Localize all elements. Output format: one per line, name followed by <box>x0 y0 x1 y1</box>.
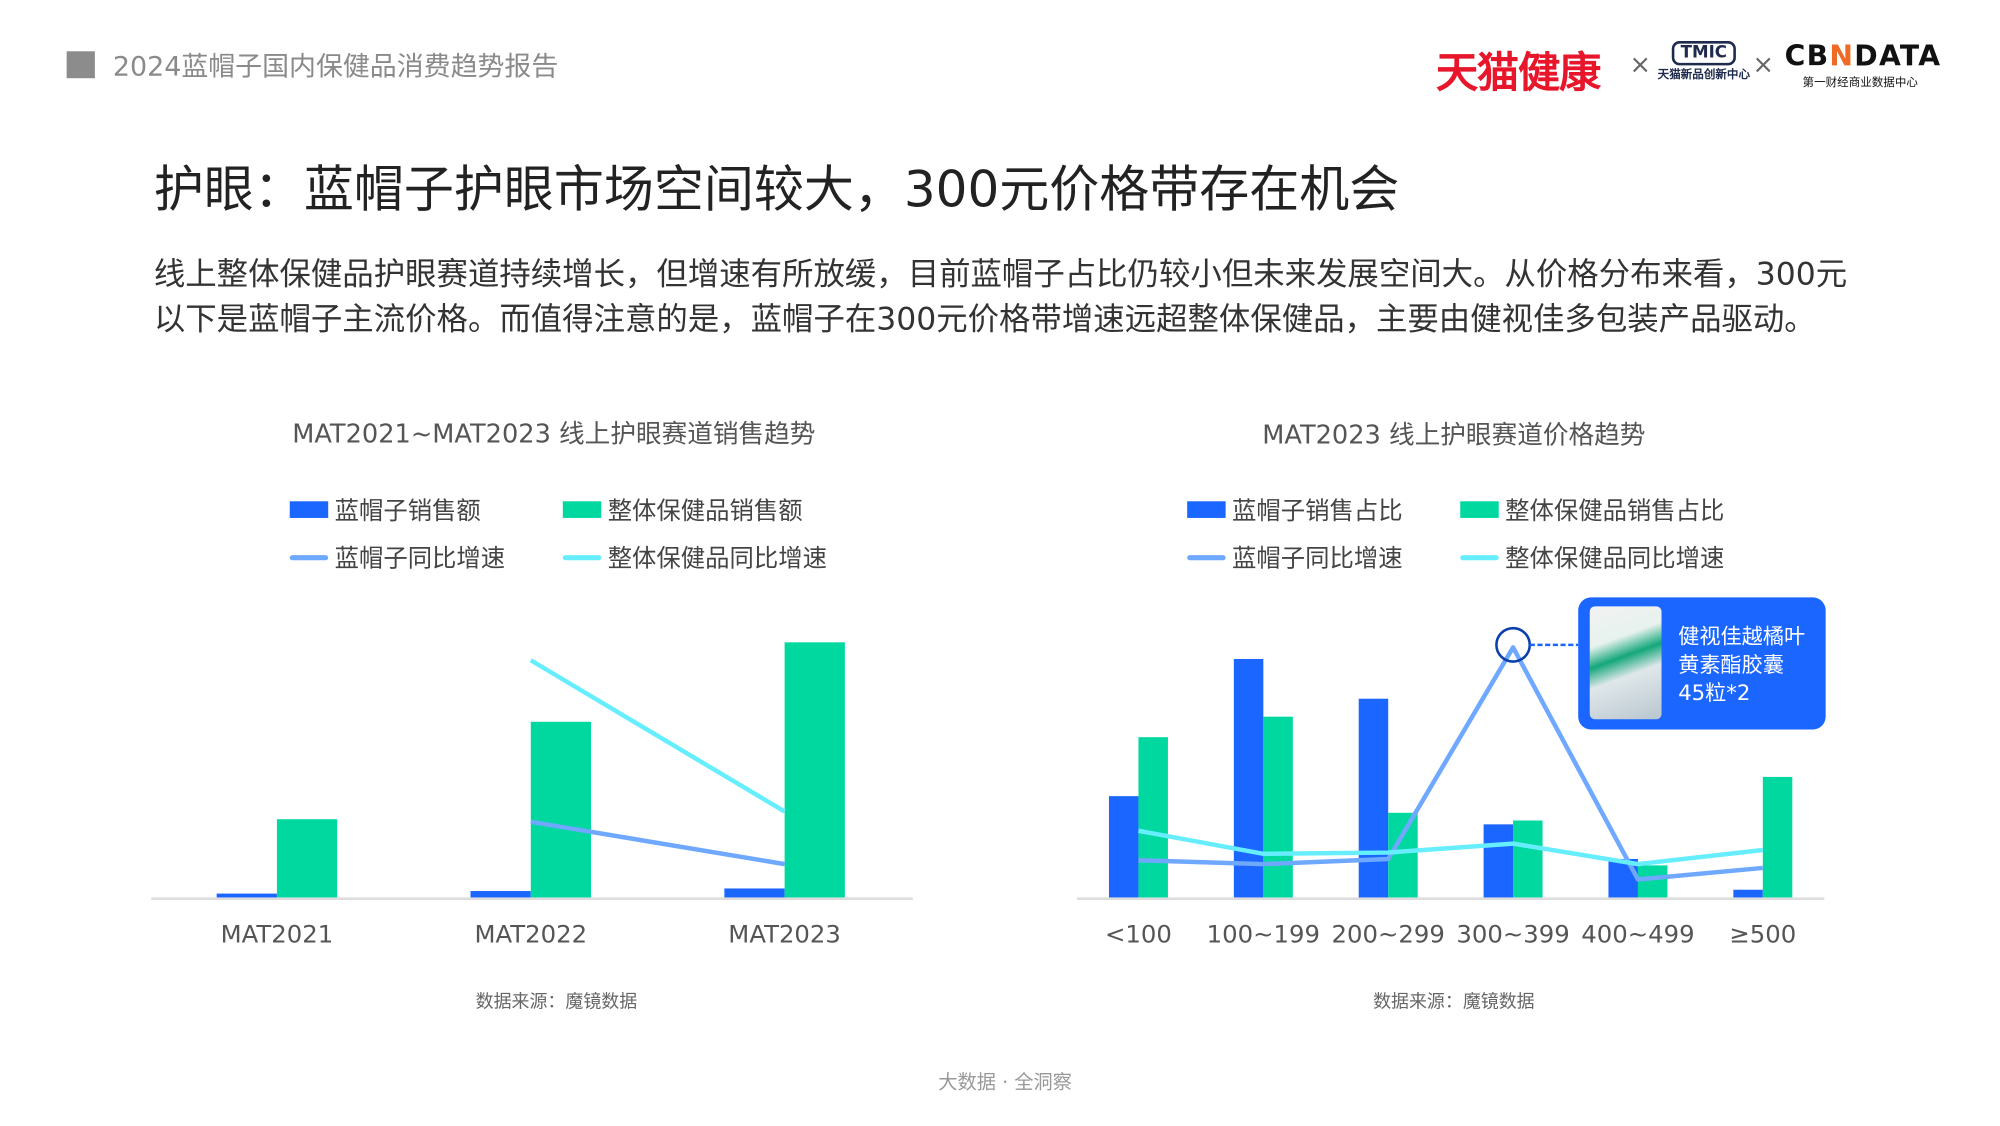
legend-label: 蓝帽子同比增速 <box>334 544 506 574</box>
x-tick-label: ≥500 <box>1729 919 1796 948</box>
bar-bluehat <box>1483 824 1514 898</box>
legend-label: 蓝帽子同比增速 <box>1232 544 1403 574</box>
x-tick-label: 400~499 <box>1581 919 1694 948</box>
bar-bluehat <box>470 891 531 898</box>
data-source: 数据来源：魔镜数据 <box>475 992 638 1013</box>
legend-item: 整体保健品同比增速 <box>562 540 827 575</box>
bar-overall <box>784 642 845 898</box>
bar-bluehat <box>1108 796 1139 898</box>
bar-overall <box>1138 737 1168 898</box>
report-title: 2024蓝帽子国内保健品消费趋势报告 <box>112 51 559 83</box>
legend-swatch <box>562 501 602 518</box>
legend-line <box>289 554 329 560</box>
summary-paragraph: 线上整体保健品护眼赛道持续增长，但增速有所放缓，目前蓝帽子占比仍较小但未来发展空… <box>153 255 1848 338</box>
legend-item: 蓝帽子同比增速 <box>1187 540 1403 575</box>
legend-label: 整体保健品销售额 <box>607 497 803 526</box>
cbn-a: CB <box>1784 41 1830 74</box>
callout-line: 健视佳越橘叶 <box>1678 624 1806 649</box>
bar-bluehat <box>1233 658 1264 898</box>
bar-overall <box>276 819 338 898</box>
x-tick-label: MAT2023 <box>728 919 841 948</box>
tmic-logo-text: TMIC <box>1671 41 1737 66</box>
line-series-overall-yoy <box>1138 828 1764 867</box>
legend-item: 整体保健品销售额 <box>562 492 803 527</box>
callout-line: 45粒*2 <box>1678 680 1751 706</box>
callout-text: 健视佳越橘叶 黄素酯胶囊 45粒*2 <box>1678 623 1805 708</box>
bar-overall <box>1637 865 1668 898</box>
legend-item: 蓝帽子销售占比 <box>1187 492 1403 527</box>
line-series-bluehat-yoy <box>1138 645 1764 882</box>
page-title: 护眼：蓝帽子护眼市场空间较大，300元价格带存在机会 <box>153 161 1400 220</box>
cbn-sub: 第一财经商业数据中心 <box>1802 76 1918 90</box>
header-square-icon <box>66 51 95 79</box>
legend-label: 整体保健品同比增速 <box>1505 544 1725 574</box>
bar-overall <box>1263 716 1293 898</box>
tmall-health-logo: 天猫健康 <box>1435 47 1601 98</box>
legend-label: 整体保健品销售占比 <box>1505 497 1725 526</box>
legend-label: 蓝帽子销售占比 <box>1232 497 1403 526</box>
line-series-bluehat-yoy <box>530 819 785 867</box>
legend-line <box>1460 554 1499 560</box>
times-icon: × <box>1629 48 1651 80</box>
tmic-logo-sub: 天猫新品创新中心 <box>1657 69 1750 83</box>
x-tick-label: 300~399 <box>1456 919 1569 948</box>
x-tick-label: <100 <box>1105 919 1172 948</box>
highlight-circle <box>1495 626 1532 663</box>
product-image <box>1589 606 1662 720</box>
line-series-overall-yoy <box>529 658 786 814</box>
footer-slogan: 大数据 · 全洞察 <box>938 1070 1072 1094</box>
bar-overall <box>1762 776 1793 898</box>
cbn-b: DATA <box>1854 41 1942 74</box>
x-tick-label: 200~299 <box>1332 919 1445 948</box>
x-tick-label: 100~199 <box>1207 919 1320 948</box>
bar-bluehat <box>724 888 785 898</box>
bar-overall <box>1513 820 1543 898</box>
x-tick-label: MAT2021 <box>221 919 334 948</box>
product-callout: 健视佳越橘叶 黄素酯胶囊 45粒*2 <box>1578 597 1826 730</box>
tmic-logo: TMIC 天猫新品创新中心 <box>1651 38 1756 82</box>
legend-swatch <box>1187 501 1226 518</box>
legend-swatch <box>289 501 329 518</box>
legend-item: 整体保健品销售占比 <box>1460 492 1724 527</box>
bar-bluehat <box>1733 889 1763 898</box>
legend-line <box>562 554 602 560</box>
callout-line: 黄素酯胶囊 <box>1678 652 1784 677</box>
bar-bluehat <box>1358 698 1389 898</box>
bar-bluehat <box>216 893 277 898</box>
legend-label: 整体保健品同比增速 <box>607 544 827 574</box>
data-source: 数据来源：魔镜数据 <box>1373 992 1535 1013</box>
chart-title: MAT2021~MAT2023 线上护眼赛道销售趋势 <box>292 417 816 449</box>
legend-swatch <box>1460 501 1499 518</box>
legend-item: 蓝帽子同比增速 <box>289 540 506 575</box>
legend-item: 蓝帽子销售额 <box>289 492 481 527</box>
x-tick-label: MAT2022 <box>474 919 587 948</box>
bar-overall <box>1388 812 1418 898</box>
legend-line <box>1187 554 1226 560</box>
times-icon: × <box>1752 48 1775 80</box>
legend-item: 整体保健品同比增速 <box>1460 540 1724 575</box>
cbndata-logo: CBNDATA 第一财经商业数据中心 <box>1784 41 1940 90</box>
cbn-n: N <box>1829 41 1855 74</box>
chart-title: MAT2023 线上护眼赛道价格趋势 <box>1262 419 1646 450</box>
legend-label: 蓝帽子销售额 <box>334 497 481 526</box>
bar-overall <box>530 721 592 898</box>
